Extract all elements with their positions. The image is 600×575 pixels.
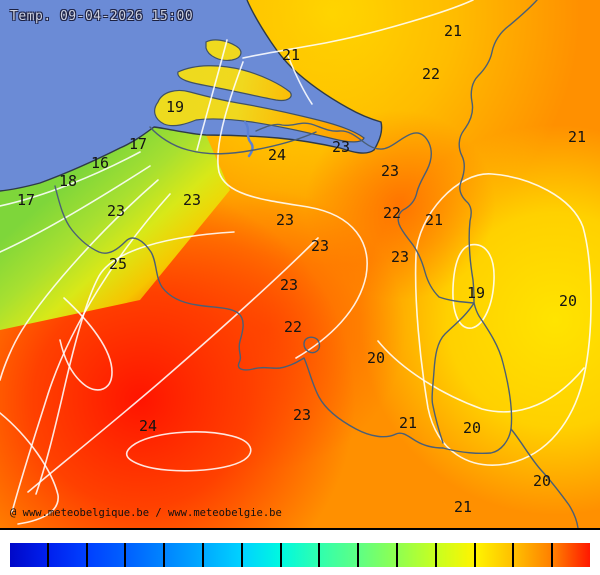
- temp-label: 23: [107, 202, 125, 220]
- temp-label: 21: [425, 211, 443, 229]
- scale-segment: [242, 543, 282, 567]
- temp-label: 23: [391, 248, 409, 266]
- copyright-text: @ www.meteobelgique.be / www.meteobelgie…: [10, 507, 282, 519]
- temp-label: 20: [559, 292, 577, 310]
- temp-label: 17: [129, 135, 147, 153]
- island-north: [205, 39, 242, 61]
- temp-label: 21: [454, 498, 472, 516]
- temperature-map: 21 21 22 21 19 17 16 18 17 24 23 23 23 23 23 22 21 23 23 25…: [0, 0, 600, 530]
- temp-label: 23: [293, 406, 311, 424]
- temp-label: 25: [109, 255, 127, 273]
- temp-label: 17: [17, 191, 35, 209]
- temp-label: 16: [91, 154, 109, 172]
- temp-label: 22: [284, 318, 302, 336]
- temp-label: 23: [381, 162, 399, 180]
- scale-segment: [553, 543, 590, 567]
- scale-segment: [281, 543, 321, 567]
- scale-segment: [126, 543, 166, 567]
- coastal-cool-band: [0, 127, 230, 330]
- temp-label: 22: [383, 204, 401, 222]
- temp-label: 19: [166, 98, 184, 116]
- temperature-scale: [10, 543, 590, 567]
- temp-label: 21: [444, 22, 462, 40]
- border-luxembourg: [431, 302, 513, 455]
- scale-segment: [165, 543, 204, 567]
- temp-label: 23: [276, 211, 294, 229]
- border-france-belgium: [54, 185, 444, 449]
- island-middle: [177, 65, 292, 102]
- delta-islands: [154, 39, 365, 143]
- scale-segment: [87, 543, 127, 567]
- scale-segment: [514, 543, 554, 567]
- temp-labels: 21 21 22 21 19 17 16 18 17 24 23 23 23 23 23 22 21 23 23 25…: [17, 22, 586, 516]
- island-south: [154, 89, 365, 143]
- border-netherlands-germany: [458, 0, 538, 304]
- scale-segment: [436, 543, 476, 567]
- isotherm-contours: [0, 0, 592, 525]
- country-borders: [54, 0, 579, 528]
- scale-segment: [475, 543, 515, 567]
- temp-label: 21: [399, 414, 417, 432]
- temp-label: 21: [568, 128, 586, 146]
- temp-label: 22: [422, 65, 440, 83]
- temp-label: 18: [59, 172, 77, 190]
- temp-label: 19: [467, 284, 485, 302]
- temp-label: 23: [311, 237, 329, 255]
- scale-segment: [203, 543, 243, 567]
- temp-label: 20: [463, 419, 481, 437]
- temp-label: 23: [183, 191, 201, 209]
- map-canvas: 21 21 22 21 19 17 16 18 17 24 23 23 23 23 23 22 21 23 23 25…: [0, 0, 600, 528]
- scale-segment: [10, 543, 49, 567]
- scale-segment: [48, 543, 88, 567]
- temp-label: 20: [367, 349, 385, 367]
- coastline: [0, 0, 383, 192]
- scale-segment: [397, 543, 437, 567]
- map-title: Temp. 09-04-2026 15:00: [10, 9, 194, 24]
- border-zeeuws-vlaanderen: [149, 126, 317, 155]
- scheldt-river: [243, 120, 254, 158]
- temp-label: 23: [280, 276, 298, 294]
- temp-label: 24: [139, 417, 157, 435]
- scale-segment: [359, 543, 398, 567]
- border-enclave: [303, 336, 321, 354]
- border-germany-southeast: [510, 428, 579, 528]
- temp-label: 20: [533, 472, 551, 490]
- temp-label: 21: [282, 46, 300, 64]
- scale-segment: [320, 543, 360, 567]
- temp-label: 24: [268, 146, 286, 164]
- border-belgium-netherlands: [255, 122, 475, 304]
- temp-label: 23: [332, 138, 350, 156]
